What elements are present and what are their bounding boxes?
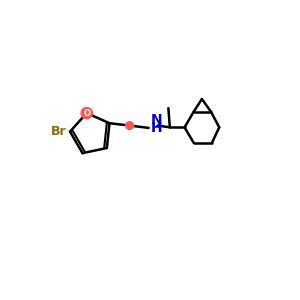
- Text: O: O: [83, 109, 90, 118]
- Circle shape: [126, 122, 133, 129]
- Text: N: N: [151, 113, 162, 127]
- Text: Br: Br: [51, 125, 67, 138]
- Text: H: H: [151, 121, 162, 135]
- Circle shape: [81, 107, 92, 119]
